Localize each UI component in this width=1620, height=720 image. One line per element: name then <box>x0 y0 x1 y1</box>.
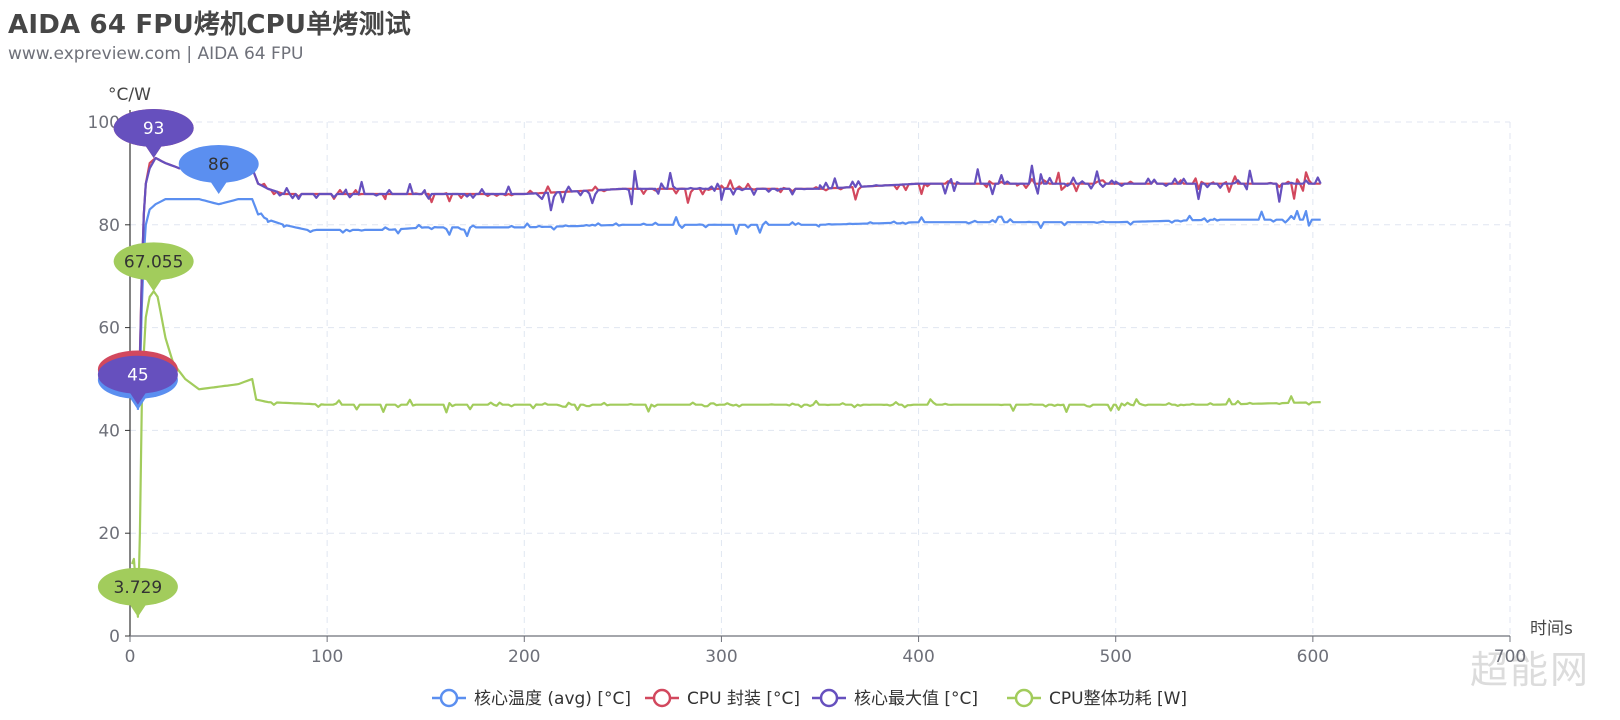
x-tick-label-700: 700 <box>1494 647 1526 667</box>
legend-label-0: 核心温度 (avg) [°C] <box>474 689 631 709</box>
y-tick-label-20: 20 <box>98 524 120 544</box>
y-tick-label-80: 80 <box>98 216 120 236</box>
legend-circle-icon-2 <box>819 688 839 708</box>
avg-max-pin: 86 <box>178 144 259 194</box>
x-tick-label-500: 500 <box>1099 647 1131 667</box>
power-max-pin-label: 67.055 <box>124 252 183 272</box>
chart-subtitle: www.expreview.com | AIDA 64 FPU <box>8 44 304 64</box>
power-min-pin-bubble <box>97 567 178 606</box>
legend-label-1: CPU 封装 [°C] <box>687 689 800 709</box>
avg-max-pin-bubble <box>178 144 259 183</box>
avg-max-pin-label: 86 <box>208 155 230 175</box>
x-tick-label-600: 600 <box>1297 647 1329 667</box>
x-tick-label-400: 400 <box>902 647 934 667</box>
power-max-pin: 67.055 <box>113 242 194 292</box>
y-tick-label-100: 100 <box>88 113 120 133</box>
legend-item-3[interactable]: CPU整体功耗 [W] <box>1007 688 1187 709</box>
legend[interactable]: 核心温度 (avg) [°C] CPU 封装 [°C] 核心最大值 [°C] CPU整… <box>432 688 1187 709</box>
x-tick-label-300: 300 <box>705 647 737 667</box>
x-tick-label-100: 100 <box>311 647 343 667</box>
series-group <box>130 156 1322 618</box>
coremax-max-pin: 93 <box>113 108 194 158</box>
power-min-pin-label: 3.729 <box>114 578 163 598</box>
x-tick-label-0: 0 <box>125 647 136 667</box>
coremax-min-pin: 45 <box>97 355 178 405</box>
legend-label-2: 核心最大值 [°C] <box>854 689 978 709</box>
series-line-3 <box>130 290 1321 618</box>
series-line-2 <box>136 156 1322 405</box>
power-min-pin: 3.729 <box>97 567 178 617</box>
legend-item-0[interactable]: 核心温度 (avg) [°C] <box>432 688 631 709</box>
coremax-max-pin-label: 93 <box>143 119 165 139</box>
y-axis-name: °C/W <box>108 85 151 105</box>
grid-lines <box>130 121 1511 636</box>
chart-title: AIDA 64 FPU烤机CPU单烤测试 <box>8 10 411 40</box>
coremax-min-pin-label: 45 <box>127 366 149 386</box>
legend-circle-icon-1 <box>652 688 672 708</box>
power-max-pin-bubble <box>113 242 194 281</box>
y-tick-label-60: 60 <box>98 319 120 339</box>
series-line-0 <box>136 198 1321 410</box>
x-tick-label-200: 200 <box>508 647 540 667</box>
series-line-1 <box>136 156 1321 400</box>
legend-item-2[interactable]: 核心最大值 [°C] <box>812 688 978 709</box>
legend-circle-icon-0 <box>439 688 459 708</box>
y-tick-label-40: 40 <box>98 421 120 441</box>
legend-item-1[interactable]: CPU 封装 [°C] <box>645 688 800 709</box>
legend-circle-icon-3 <box>1014 688 1034 708</box>
x-axis-name: 时间s <box>1530 619 1573 639</box>
axes: 0 20 40 60 80 100 0 100 200 300 400 500 600 700 °C/W 时间… <box>88 85 1573 667</box>
y-tick-label-0: 0 <box>109 627 120 647</box>
legend-label-3: CPU整体功耗 [W] <box>1049 689 1187 709</box>
watermark: 超能网 <box>1469 648 1590 692</box>
coremax-max-pin-bubble <box>113 108 194 147</box>
coremax-min-pin-bubble <box>97 355 178 394</box>
